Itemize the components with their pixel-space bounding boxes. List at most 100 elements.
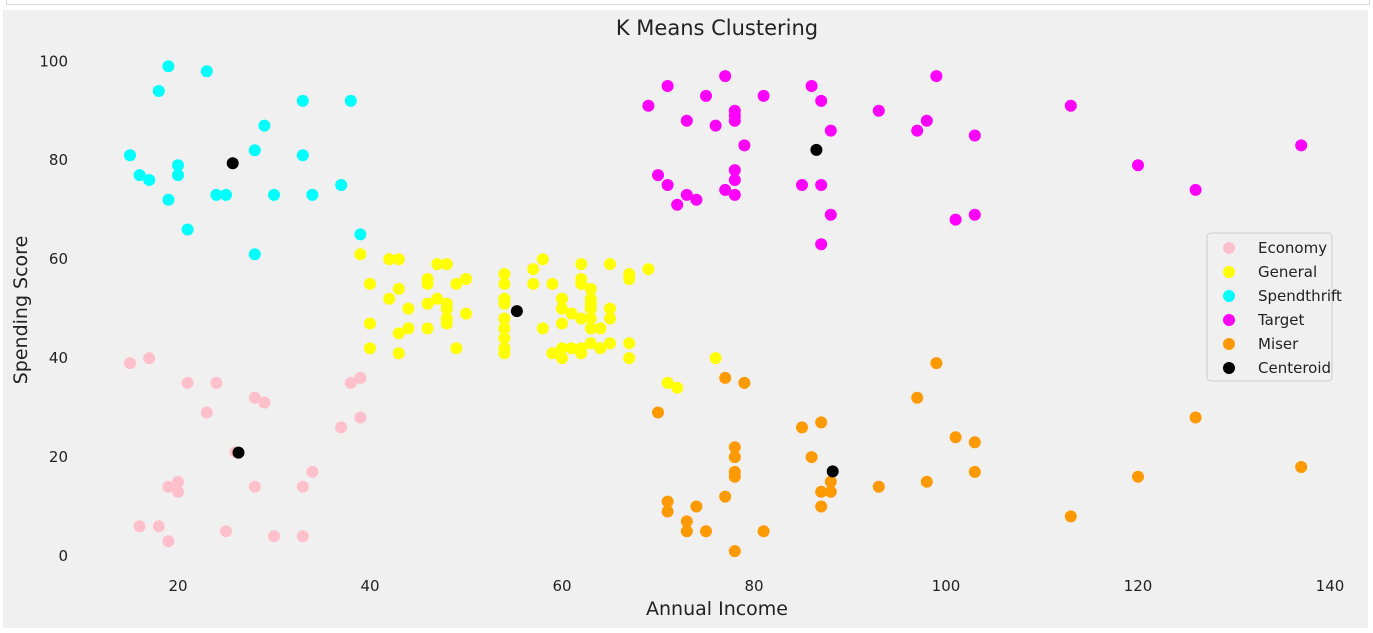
data-point <box>565 307 578 320</box>
data-point <box>536 322 549 335</box>
data-point <box>642 263 655 276</box>
data-point <box>383 292 396 305</box>
data-point <box>498 322 511 335</box>
legend-label: Miser <box>1258 335 1299 353</box>
legend-marker <box>1223 242 1235 254</box>
data-point <box>498 277 511 290</box>
legend-label: Target <box>1257 311 1305 329</box>
data-point <box>1132 470 1144 483</box>
data-point <box>152 520 165 533</box>
data-point <box>604 258 616 271</box>
data-point <box>728 174 741 186</box>
data-point <box>920 475 933 488</box>
series-centeroid <box>226 143 839 478</box>
data-point <box>584 322 597 335</box>
data-point <box>594 342 607 355</box>
data-point <box>364 342 376 355</box>
legend: Economy General Spendthrift Target Miser Cent… <box>1206 232 1342 382</box>
data-point <box>143 352 156 365</box>
data-point <box>575 347 588 360</box>
data-point <box>680 515 693 528</box>
data-point <box>575 312 588 325</box>
data-point <box>911 391 924 404</box>
data-point <box>700 525 712 538</box>
data-point <box>968 208 981 221</box>
data-point <box>623 337 636 350</box>
x-tick-label: 60 <box>552 577 571 595</box>
data-point <box>172 475 184 488</box>
data-point <box>431 258 444 271</box>
data-point <box>354 248 367 261</box>
data-point <box>498 347 511 360</box>
data-point <box>181 223 194 236</box>
data-point <box>652 406 664 419</box>
data-point <box>354 371 367 384</box>
data-point <box>392 282 405 295</box>
data-point <box>1295 461 1308 473</box>
y-tick-label: 80 <box>49 151 68 169</box>
data-point <box>815 416 828 429</box>
centroid-point <box>826 465 839 478</box>
data-point <box>181 376 194 389</box>
data-point <box>671 381 684 394</box>
data-point <box>584 312 597 325</box>
data-point <box>172 485 184 498</box>
data-point <box>296 149 309 162</box>
data-point <box>719 490 732 503</box>
y-tick-label: 0 <box>58 547 68 565</box>
y-axis-label: Spending Score <box>10 236 32 385</box>
data-point <box>392 253 405 266</box>
data-point <box>306 465 319 478</box>
data-point <box>527 277 540 290</box>
previous-cell-edge <box>6 0 1370 5</box>
data-point <box>1189 183 1202 196</box>
data-point <box>575 258 588 271</box>
data-point <box>623 352 636 365</box>
x-tick-label: 40 <box>360 577 379 595</box>
data-point <box>968 465 981 478</box>
data-point <box>460 273 472 285</box>
data-point <box>911 124 924 137</box>
y-tick-label: 40 <box>49 349 68 367</box>
legend-box <box>1206 232 1333 382</box>
data-point <box>968 436 981 449</box>
data-point <box>719 371 732 384</box>
x-axis-label: Annual Income <box>646 598 788 620</box>
data-point <box>824 124 837 137</box>
data-point <box>450 277 463 290</box>
data-point <box>661 179 674 191</box>
data-point <box>546 277 559 290</box>
data-point <box>402 322 415 335</box>
data-point <box>162 60 175 73</box>
data-point <box>364 317 376 330</box>
centroid-point <box>232 446 245 459</box>
data-point <box>623 273 636 285</box>
x-tick-label: 20 <box>168 577 187 595</box>
data-point <box>728 188 741 201</box>
data-point <box>1064 510 1077 523</box>
data-point <box>728 451 741 464</box>
data-point <box>728 470 741 483</box>
data-point <box>719 70 732 83</box>
data-point <box>383 253 396 266</box>
chart-title: K Means Clustering <box>616 16 818 40</box>
data-point <box>268 188 280 201</box>
data-point <box>162 535 175 548</box>
legend-label: Economy <box>1258 239 1327 257</box>
data-point <box>296 94 309 107</box>
legend-label: Centeroid <box>1258 359 1331 377</box>
data-point <box>1132 159 1144 172</box>
data-point <box>248 144 261 157</box>
centroid-point <box>510 305 523 318</box>
data-point <box>604 302 616 315</box>
data-point <box>210 188 223 201</box>
data-point <box>306 188 319 201</box>
data-point <box>757 525 770 538</box>
data-point <box>162 480 175 493</box>
data-point <box>556 292 568 305</box>
data-point <box>805 80 818 92</box>
data-point <box>815 485 828 498</box>
data-point <box>700 89 712 102</box>
centroid-point <box>810 143 823 156</box>
data-point <box>440 258 453 271</box>
